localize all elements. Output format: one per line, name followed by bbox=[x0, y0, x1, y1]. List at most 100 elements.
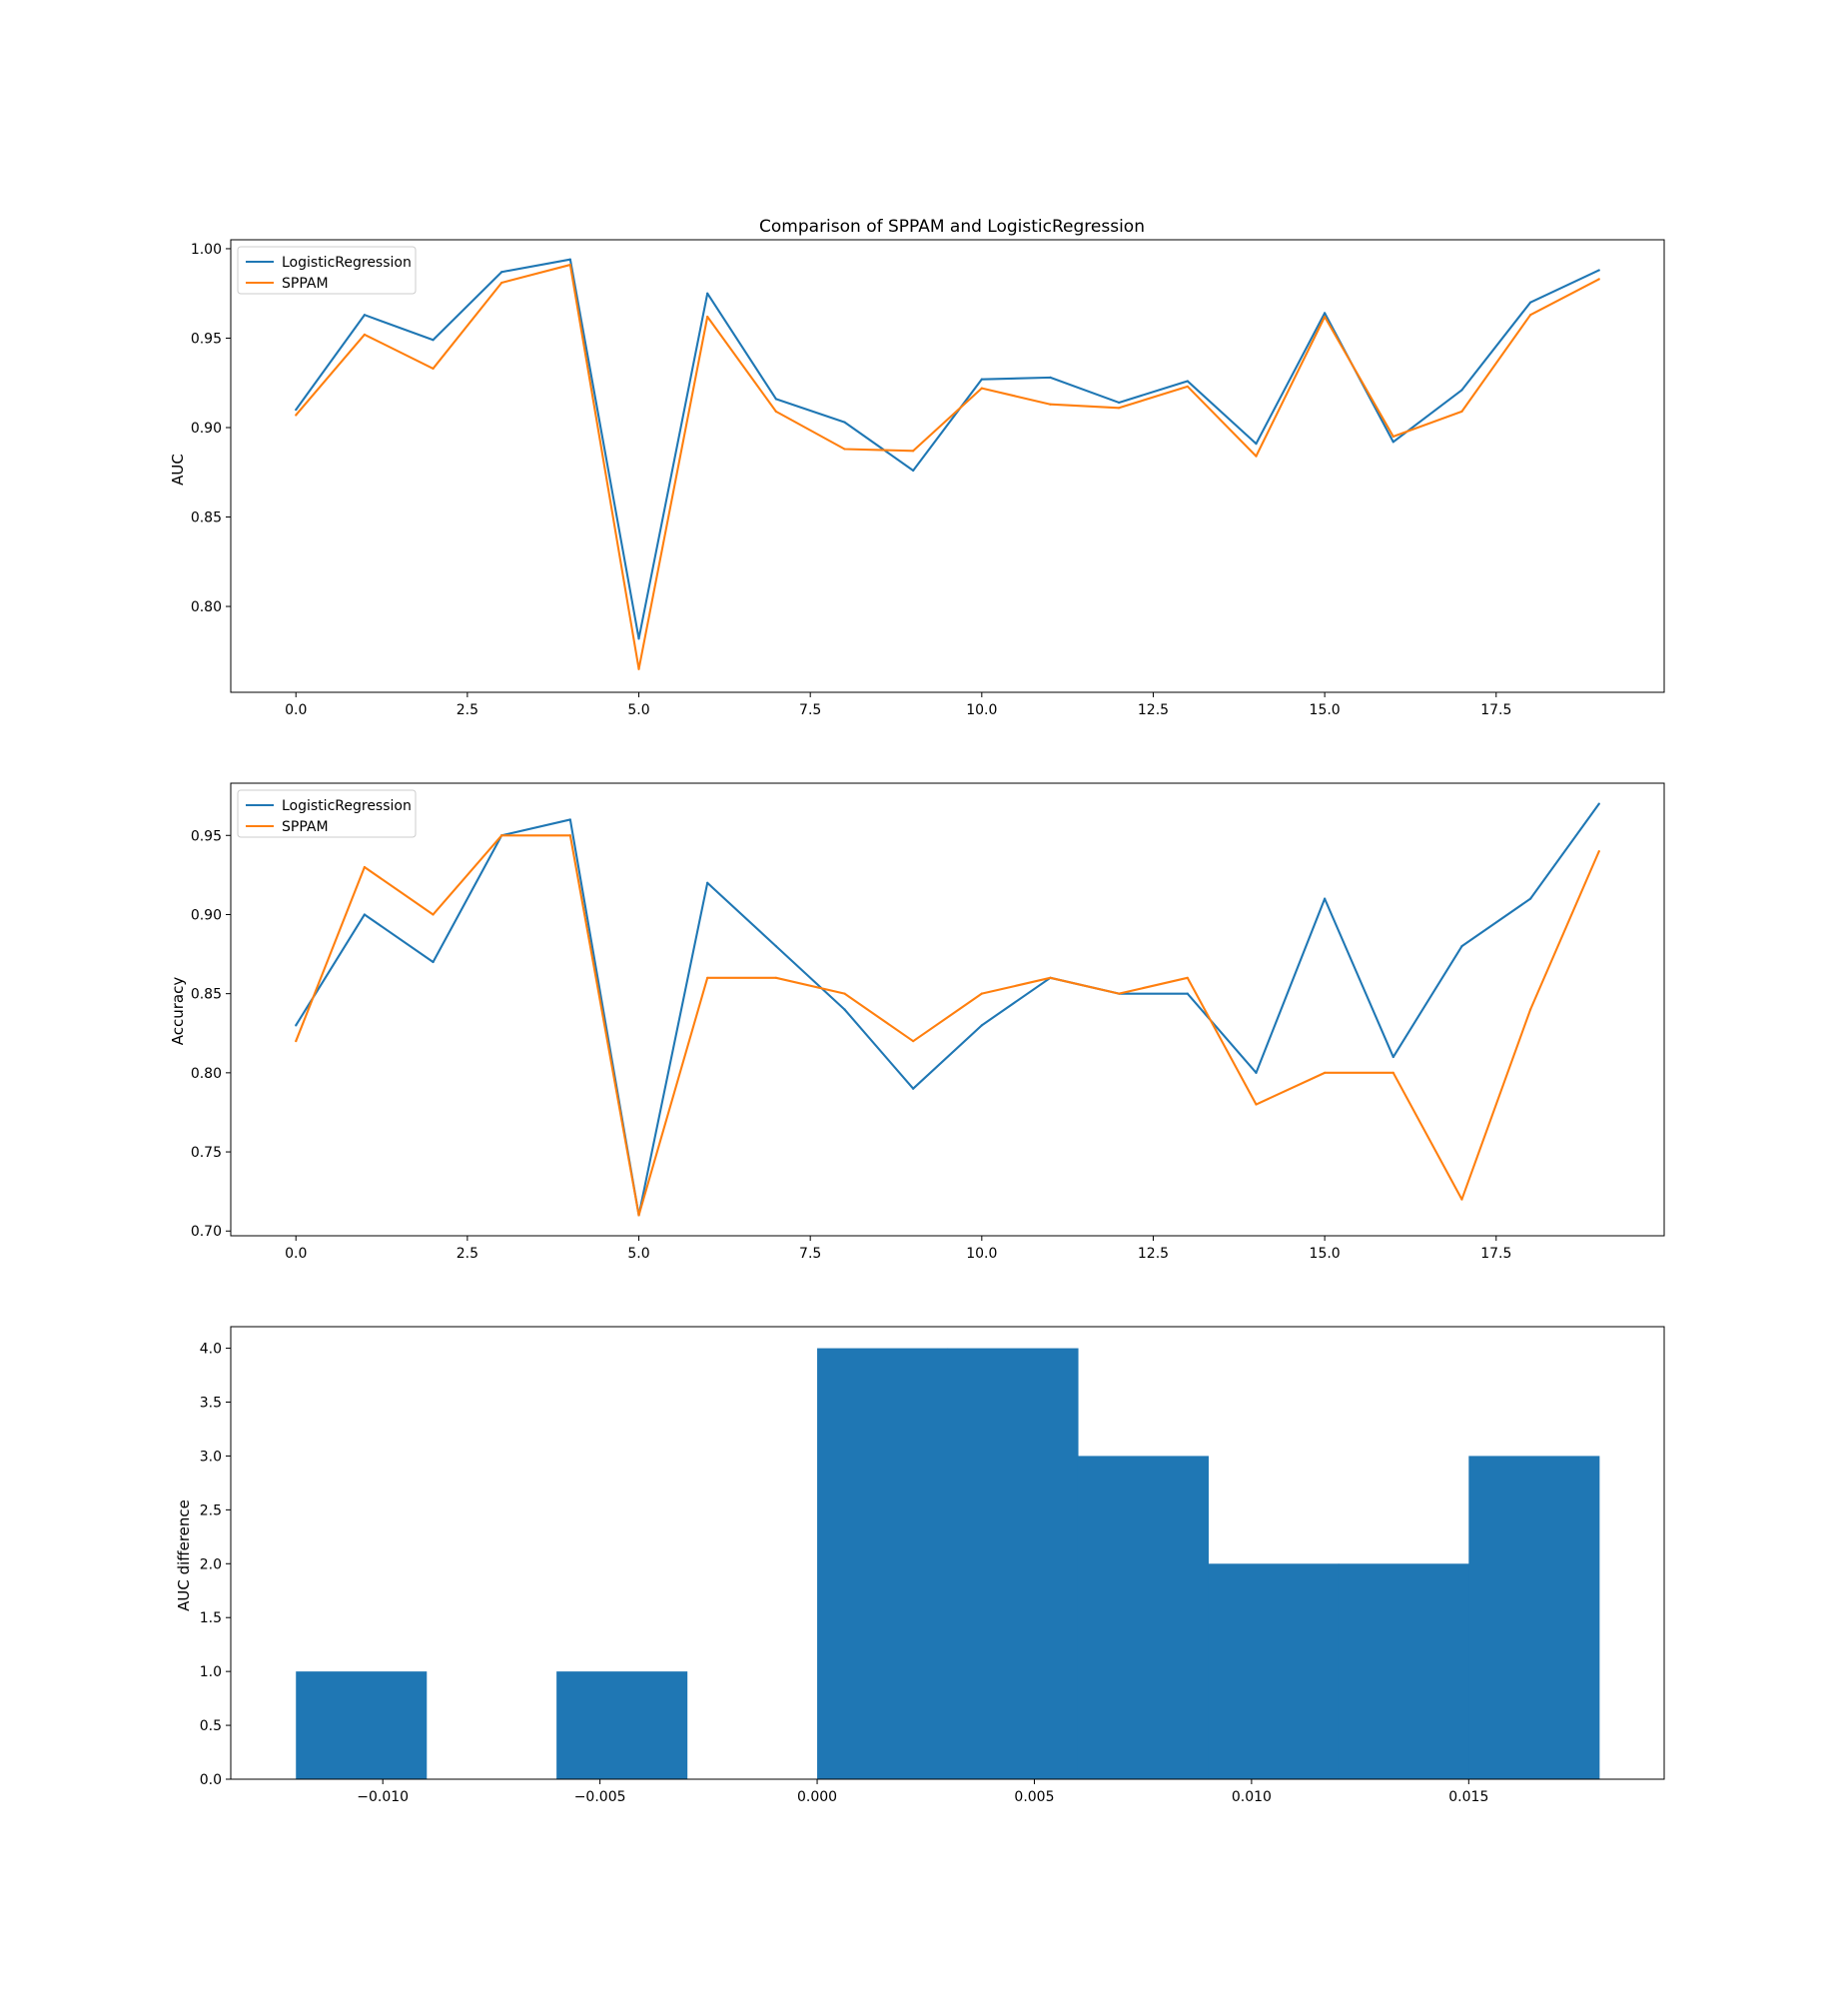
series-logisticregression bbox=[295, 258, 1600, 640]
legend-box bbox=[237, 246, 417, 295]
data-point bbox=[363, 865, 366, 869]
data-point bbox=[980, 378, 983, 381]
y-tick-label: 0.85 bbox=[191, 510, 222, 526]
data-point bbox=[363, 333, 366, 336]
data-point bbox=[1049, 376, 1052, 379]
x-tick-label: 15.0 bbox=[1310, 1246, 1341, 1262]
data-point bbox=[1324, 312, 1327, 315]
data-point bbox=[1529, 301, 1532, 304]
data-point bbox=[912, 450, 915, 453]
series-sppam bbox=[295, 834, 1600, 1217]
x-tick-label: 17.5 bbox=[1480, 1246, 1511, 1262]
data-point bbox=[363, 314, 366, 317]
y-tick-label: 4.0 bbox=[200, 1342, 222, 1358]
data-point bbox=[1049, 976, 1052, 979]
y-axis-label: AUC difference bbox=[175, 1499, 193, 1611]
x-tick-label: 10.0 bbox=[966, 1246, 997, 1262]
auc-line-chart: Comparison of SPPAM and LogisticRegressi… bbox=[169, 217, 1665, 718]
series-line bbox=[295, 834, 1600, 1217]
data-point bbox=[1460, 1198, 1463, 1201]
data-point bbox=[706, 292, 709, 295]
data-point bbox=[568, 263, 571, 267]
legend-box bbox=[237, 789, 417, 838]
data-point bbox=[432, 339, 435, 342]
histogram-bar bbox=[1208, 1563, 1340, 1779]
data-point bbox=[295, 414, 298, 417]
y-tick-label: 0.95 bbox=[191, 828, 222, 844]
series-line bbox=[295, 258, 1600, 640]
x-tick-label: 17.5 bbox=[1480, 702, 1511, 718]
y-tick-label: 0.0 bbox=[200, 1772, 222, 1788]
data-point bbox=[1597, 802, 1600, 805]
x-tick-label: 5.0 bbox=[627, 702, 649, 718]
plot-area: 0.0 2.5 5.0 7.5 10.0 12.5 15.0 17.5 0.70 0.75 0.80… bbox=[191, 782, 1665, 1262]
y-tick-label: 2.5 bbox=[200, 1502, 222, 1518]
data-point bbox=[774, 410, 777, 413]
legend: LogisticRegression SPPAM bbox=[237, 789, 417, 838]
x-tick-label: 15.0 bbox=[1310, 702, 1341, 718]
data-point bbox=[568, 258, 571, 261]
x-tick-label: 5.0 bbox=[627, 1246, 649, 1262]
y-tick-label: 0.95 bbox=[191, 331, 222, 347]
accuracy-line-chart: Accuracy 0.0 2.5 5.0 7.5 10.0 12.5 15.0 17.5 0.7… bbox=[169, 782, 1665, 1262]
data-point bbox=[1391, 441, 1394, 444]
data-point bbox=[912, 1040, 915, 1043]
data-point bbox=[1460, 410, 1463, 413]
data-point bbox=[1597, 278, 1600, 281]
data-point bbox=[1186, 992, 1189, 995]
data-point bbox=[843, 448, 846, 451]
histogram-bar bbox=[817, 1348, 949, 1779]
data-point bbox=[1186, 976, 1189, 979]
data-point bbox=[912, 1087, 915, 1090]
data-point bbox=[432, 367, 435, 371]
y-tick-label: 0.70 bbox=[191, 1224, 222, 1240]
x-tick-label: −0.010 bbox=[357, 1789, 409, 1805]
histogram-bar bbox=[556, 1671, 688, 1779]
y-tick-label: 0.85 bbox=[191, 987, 222, 1003]
plot-frame bbox=[230, 239, 1665, 693]
data-point bbox=[774, 945, 777, 948]
data-point bbox=[706, 881, 709, 884]
data-point bbox=[295, 408, 298, 412]
data-point bbox=[1324, 315, 1327, 319]
y-tick-label: 0.80 bbox=[191, 599, 222, 615]
data-point bbox=[774, 398, 777, 401]
histogram-bar bbox=[1338, 1563, 1469, 1779]
x-tick-label: 2.5 bbox=[457, 702, 478, 718]
histogram-bar bbox=[1468, 1456, 1600, 1779]
data-point bbox=[432, 913, 435, 916]
data-point bbox=[1186, 385, 1189, 388]
plot-area: −0.010 −0.005 0.000 0.005 0.010 0.015 0.0 0.5 1.… bbox=[200, 1326, 1665, 1805]
legend-label: LogisticRegression bbox=[282, 255, 412, 271]
y-tick-label: 0.5 bbox=[200, 1718, 222, 1734]
data-point bbox=[568, 818, 571, 821]
legend-label: SPPAM bbox=[282, 276, 329, 292]
x-tick-label: 0.005 bbox=[1014, 1789, 1054, 1805]
histogram-bar bbox=[1077, 1456, 1210, 1779]
plot-frame bbox=[230, 782, 1665, 1237]
data-point bbox=[843, 421, 846, 424]
data-point bbox=[363, 913, 366, 916]
data-point bbox=[1391, 435, 1394, 439]
y-tick-label: 3.5 bbox=[200, 1396, 222, 1412]
x-tick-label: 0.000 bbox=[797, 1789, 837, 1805]
data-point bbox=[706, 315, 709, 319]
x-tick-label: −0.005 bbox=[574, 1789, 626, 1805]
data-point bbox=[1255, 455, 1258, 458]
data-point bbox=[500, 834, 503, 837]
data-point bbox=[1597, 850, 1600, 853]
data-point bbox=[1529, 897, 1532, 900]
data-point bbox=[500, 281, 503, 285]
y-tick-label: 1.00 bbox=[191, 242, 222, 258]
data-point bbox=[980, 1024, 983, 1027]
histogram-bar bbox=[296, 1671, 428, 1779]
data-point bbox=[1324, 1071, 1327, 1074]
x-tick-label: 2.5 bbox=[457, 1246, 478, 1262]
x-tick-label: 12.5 bbox=[1138, 702, 1169, 718]
plot-frame bbox=[230, 1326, 1665, 1780]
x-tick-label: 0.0 bbox=[285, 702, 307, 718]
series-line bbox=[295, 264, 1600, 670]
y-tick-label: 2.0 bbox=[200, 1556, 222, 1572]
data-point bbox=[432, 960, 435, 964]
